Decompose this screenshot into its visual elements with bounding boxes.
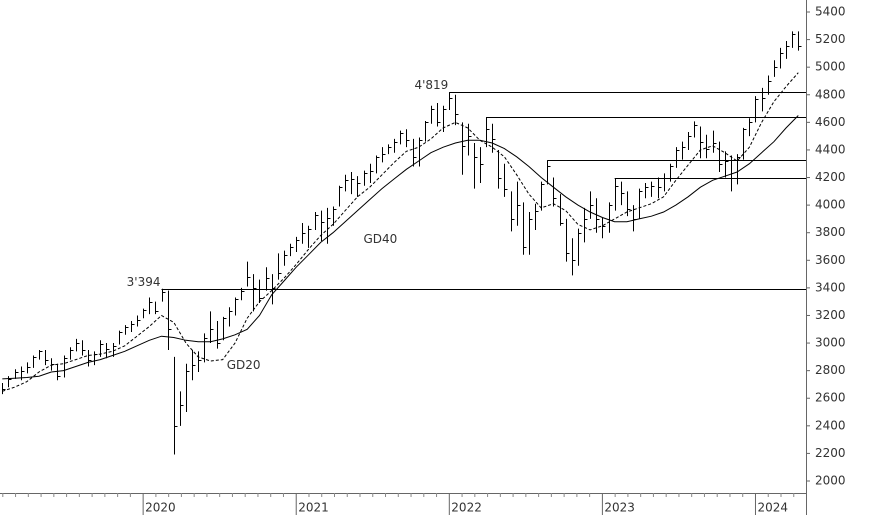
y-tick-label: 4600 <box>815 115 846 129</box>
y-tick-label: 2200 <box>815 446 846 460</box>
y-tick-label: 2800 <box>815 363 846 377</box>
y-tick-label: 3200 <box>815 308 846 322</box>
level-label: 4'819 <box>414 78 448 92</box>
y-tick-label: 2000 <box>815 473 846 487</box>
y-tick-label: 3000 <box>815 336 846 350</box>
series-label: GD20 <box>227 358 261 372</box>
y-tick-label: 4400 <box>815 142 846 156</box>
series-label: GD40 <box>363 232 397 246</box>
moving-average <box>2 115 799 380</box>
x-tick-label: 2023 <box>604 501 635 515</box>
y-tick-label: 3600 <box>815 253 846 267</box>
y-tick-label: 5000 <box>815 60 846 74</box>
x-tick-label: 2021 <box>298 501 329 515</box>
x-tick-label: 2024 <box>757 501 788 515</box>
y-tick-label: 3800 <box>815 225 846 239</box>
y-tick-label: 3400 <box>815 280 846 294</box>
moving-average <box>2 72 799 392</box>
y-tick-label: 5200 <box>815 32 846 46</box>
y-tick-label: 4200 <box>815 170 846 184</box>
level-label: 3'394 <box>127 275 161 289</box>
y-tick-label: 4800 <box>815 87 846 101</box>
y-tick-label: 2600 <box>815 391 846 405</box>
x-tick-label: 2022 <box>451 501 482 515</box>
y-tick-label: 2400 <box>815 418 846 432</box>
x-tick-label: 2020 <box>145 501 176 515</box>
y-tick-label: 5400 <box>815 5 846 19</box>
y-tick-label: 4000 <box>815 198 846 212</box>
